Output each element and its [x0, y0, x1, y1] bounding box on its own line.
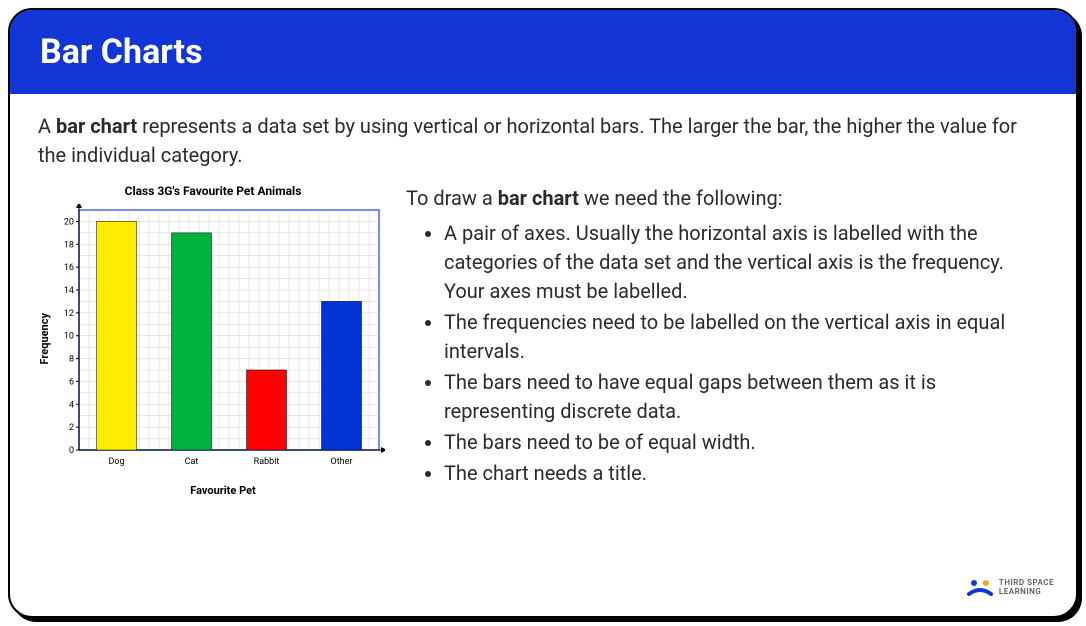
- logo-icon: [967, 578, 993, 598]
- instruction-item: The bars need to have equal gaps between…: [444, 368, 1048, 426]
- chart-wrap: Frequency 0 2 4 6 8 10 12 14 16 18 20 Dog Cat Rabbit O…: [38, 204, 388, 474]
- content-row: Class 3G's Favourite Pet Animals Frequen…: [38, 184, 1048, 497]
- svg-text:10: 10: [64, 332, 74, 342]
- brand-logo: THIRD SPACE LEARNING: [967, 578, 1054, 598]
- svg-text:8: 8: [69, 355, 74, 365]
- svg-text:18: 18: [64, 240, 74, 250]
- svg-text:Other: Other: [331, 457, 353, 467]
- svg-text:Cat: Cat: [185, 457, 199, 467]
- instructions-list: A pair of axes. Usually the horizontal a…: [406, 219, 1048, 488]
- svg-text:Rabbit: Rabbit: [254, 457, 280, 467]
- card-body: A bar chart represents a data set by usi…: [10, 94, 1076, 497]
- bar-chart: 0 2 4 6 8 10 12 14 16 18 20 Dog Cat Rabbit Other: [55, 204, 385, 474]
- svg-text:6: 6: [69, 377, 74, 387]
- svg-text:0: 0: [69, 446, 74, 456]
- lesson-card: Bar Charts A bar chart represents a data…: [8, 8, 1078, 618]
- svg-text:20: 20: [64, 217, 74, 227]
- svg-text:16: 16: [64, 263, 74, 273]
- card-header: Bar Charts: [10, 10, 1076, 94]
- card-title: Bar Charts: [40, 32, 203, 72]
- chart-column: Class 3G's Favourite Pet Animals Frequen…: [38, 184, 388, 497]
- instruction-item: The bars need to be of equal width.: [444, 428, 1048, 457]
- instructions-column: To draw a bar chart we need the followin…: [406, 184, 1048, 490]
- svg-text:4: 4: [69, 400, 74, 410]
- logo-text: THIRD SPACE LEARNING: [999, 579, 1054, 597]
- svg-text:14: 14: [64, 286, 74, 296]
- chart-title: Class 3G's Favourite Pet Animals: [38, 184, 388, 198]
- chart-xlabel: Favourite Pet: [58, 484, 388, 497]
- intro-paragraph: A bar chart represents a data set by usi…: [38, 112, 1048, 170]
- instruction-item: The chart needs a title.: [444, 459, 1048, 488]
- instruction-item: A pair of axes. Usually the horizontal a…: [444, 219, 1048, 306]
- chart-ylabel: Frequency: [38, 313, 51, 365]
- instruction-item: The frequencies need to be labelled on t…: [444, 308, 1048, 366]
- svg-text:12: 12: [64, 309, 74, 319]
- instructions-lead: To draw a bar chart we need the followin…: [406, 184, 1048, 213]
- svg-text:Dog: Dog: [108, 457, 124, 467]
- svg-text:2: 2: [69, 423, 74, 433]
